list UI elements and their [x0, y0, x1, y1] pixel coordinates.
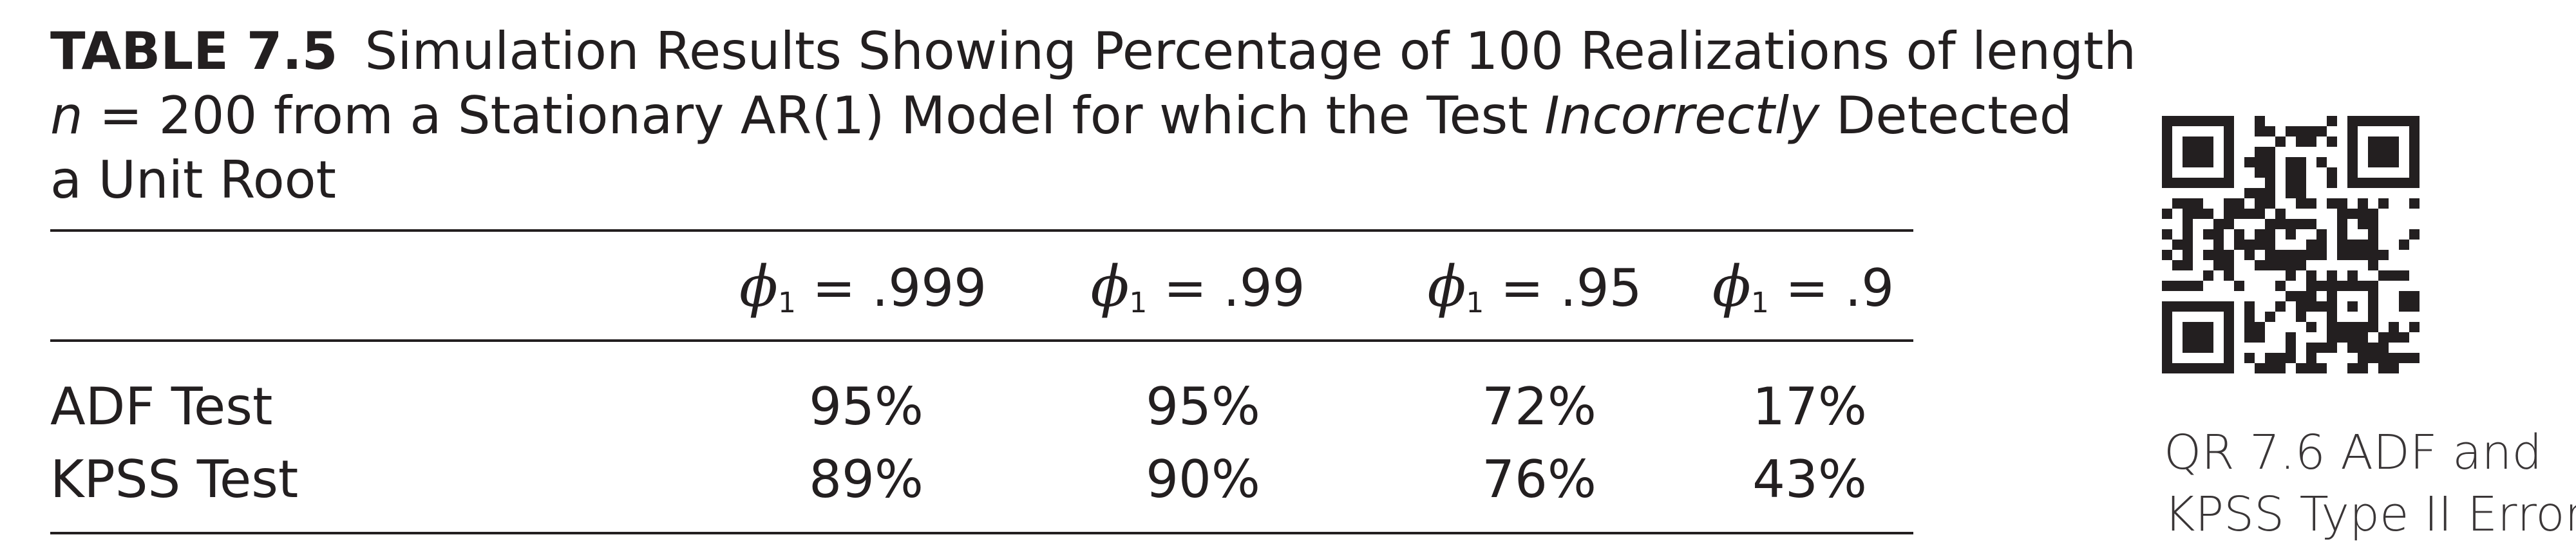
caption-text-1: Simulation Results Showing Percentage of…: [365, 21, 2137, 81]
column-header-value: = .99: [1147, 258, 1305, 318]
table-cell: 89%: [809, 449, 923, 509]
phi-symbol: ϕ: [1712, 253, 1751, 319]
phi-symbol: ϕ: [1090, 253, 1130, 319]
table-cell: 95%: [1146, 377, 1260, 437]
phi-subscript: 1: [1466, 287, 1484, 319]
qr-code-icon[interactable]: [2162, 116, 2420, 373]
caption-text-2a: = 200 from a Stationary AR(1) Model for …: [82, 86, 1545, 146]
table-cell: 43%: [1752, 449, 1867, 509]
caption-line-3: a Unit Root: [50, 150, 336, 210]
qr-code-graphic: [2162, 116, 2420, 373]
qr-caption: QR 7.6 ADF and KPSS Type II Error: [2164, 422, 2576, 545]
qr-caption-line-1: QR 7.6 ADF and: [2164, 425, 2543, 480]
caption-line-2: n = 200 from a Stationary AR(1) Model fo…: [50, 84, 2072, 148]
table-cell: 95%: [809, 377, 923, 437]
qr-caption-line-2: KPSS Type II Error: [2164, 487, 2576, 542]
phi-subscript: 1: [1129, 287, 1148, 319]
caption-line-1: TABLE 7.5 Simulation Results Showing Perc…: [50, 19, 2136, 84]
caption-text-2b: Detected: [1819, 86, 2072, 146]
table-cell: 76%: [1482, 449, 1596, 509]
column-header-value: = .9: [1768, 258, 1895, 318]
column-header-phi-999: ϕ1 = .999: [715, 258, 1011, 332]
column-header-phi-95: ϕ1 = .95: [1387, 258, 1683, 332]
column-header-value: = .999: [795, 258, 987, 318]
column-header-value: = .95: [1484, 258, 1642, 318]
column-header-phi-99: ϕ1 = .99: [1050, 258, 1346, 332]
phi-subscript: 1: [1750, 287, 1769, 319]
table-header-rule: [50, 339, 1913, 342]
column-header-phi-9: ϕ1 = .9: [1655, 258, 1951, 332]
table-bottom-rule: [50, 532, 1913, 534]
caption-emphasis: Incorrectly: [1544, 86, 1820, 146]
table-top-rule: [50, 229, 1913, 232]
phi-symbol: ϕ: [1427, 253, 1466, 319]
table-caption: TABLE 7.5 Simulation Results Showing Perc…: [50, 19, 2136, 212]
table-cell: 90%: [1146, 449, 1260, 509]
table-label: TABLE 7.5: [50, 21, 338, 81]
row-label-kpss: KPSS Test: [50, 449, 299, 509]
table-cell: 72%: [1482, 377, 1596, 437]
table-cell: 17%: [1752, 377, 1867, 437]
row-label-adf: ADF Test: [50, 377, 273, 437]
phi-subscript: 1: [777, 287, 796, 319]
phi-symbol: ϕ: [739, 253, 778, 319]
caption-n-variable: n: [50, 86, 83, 146]
